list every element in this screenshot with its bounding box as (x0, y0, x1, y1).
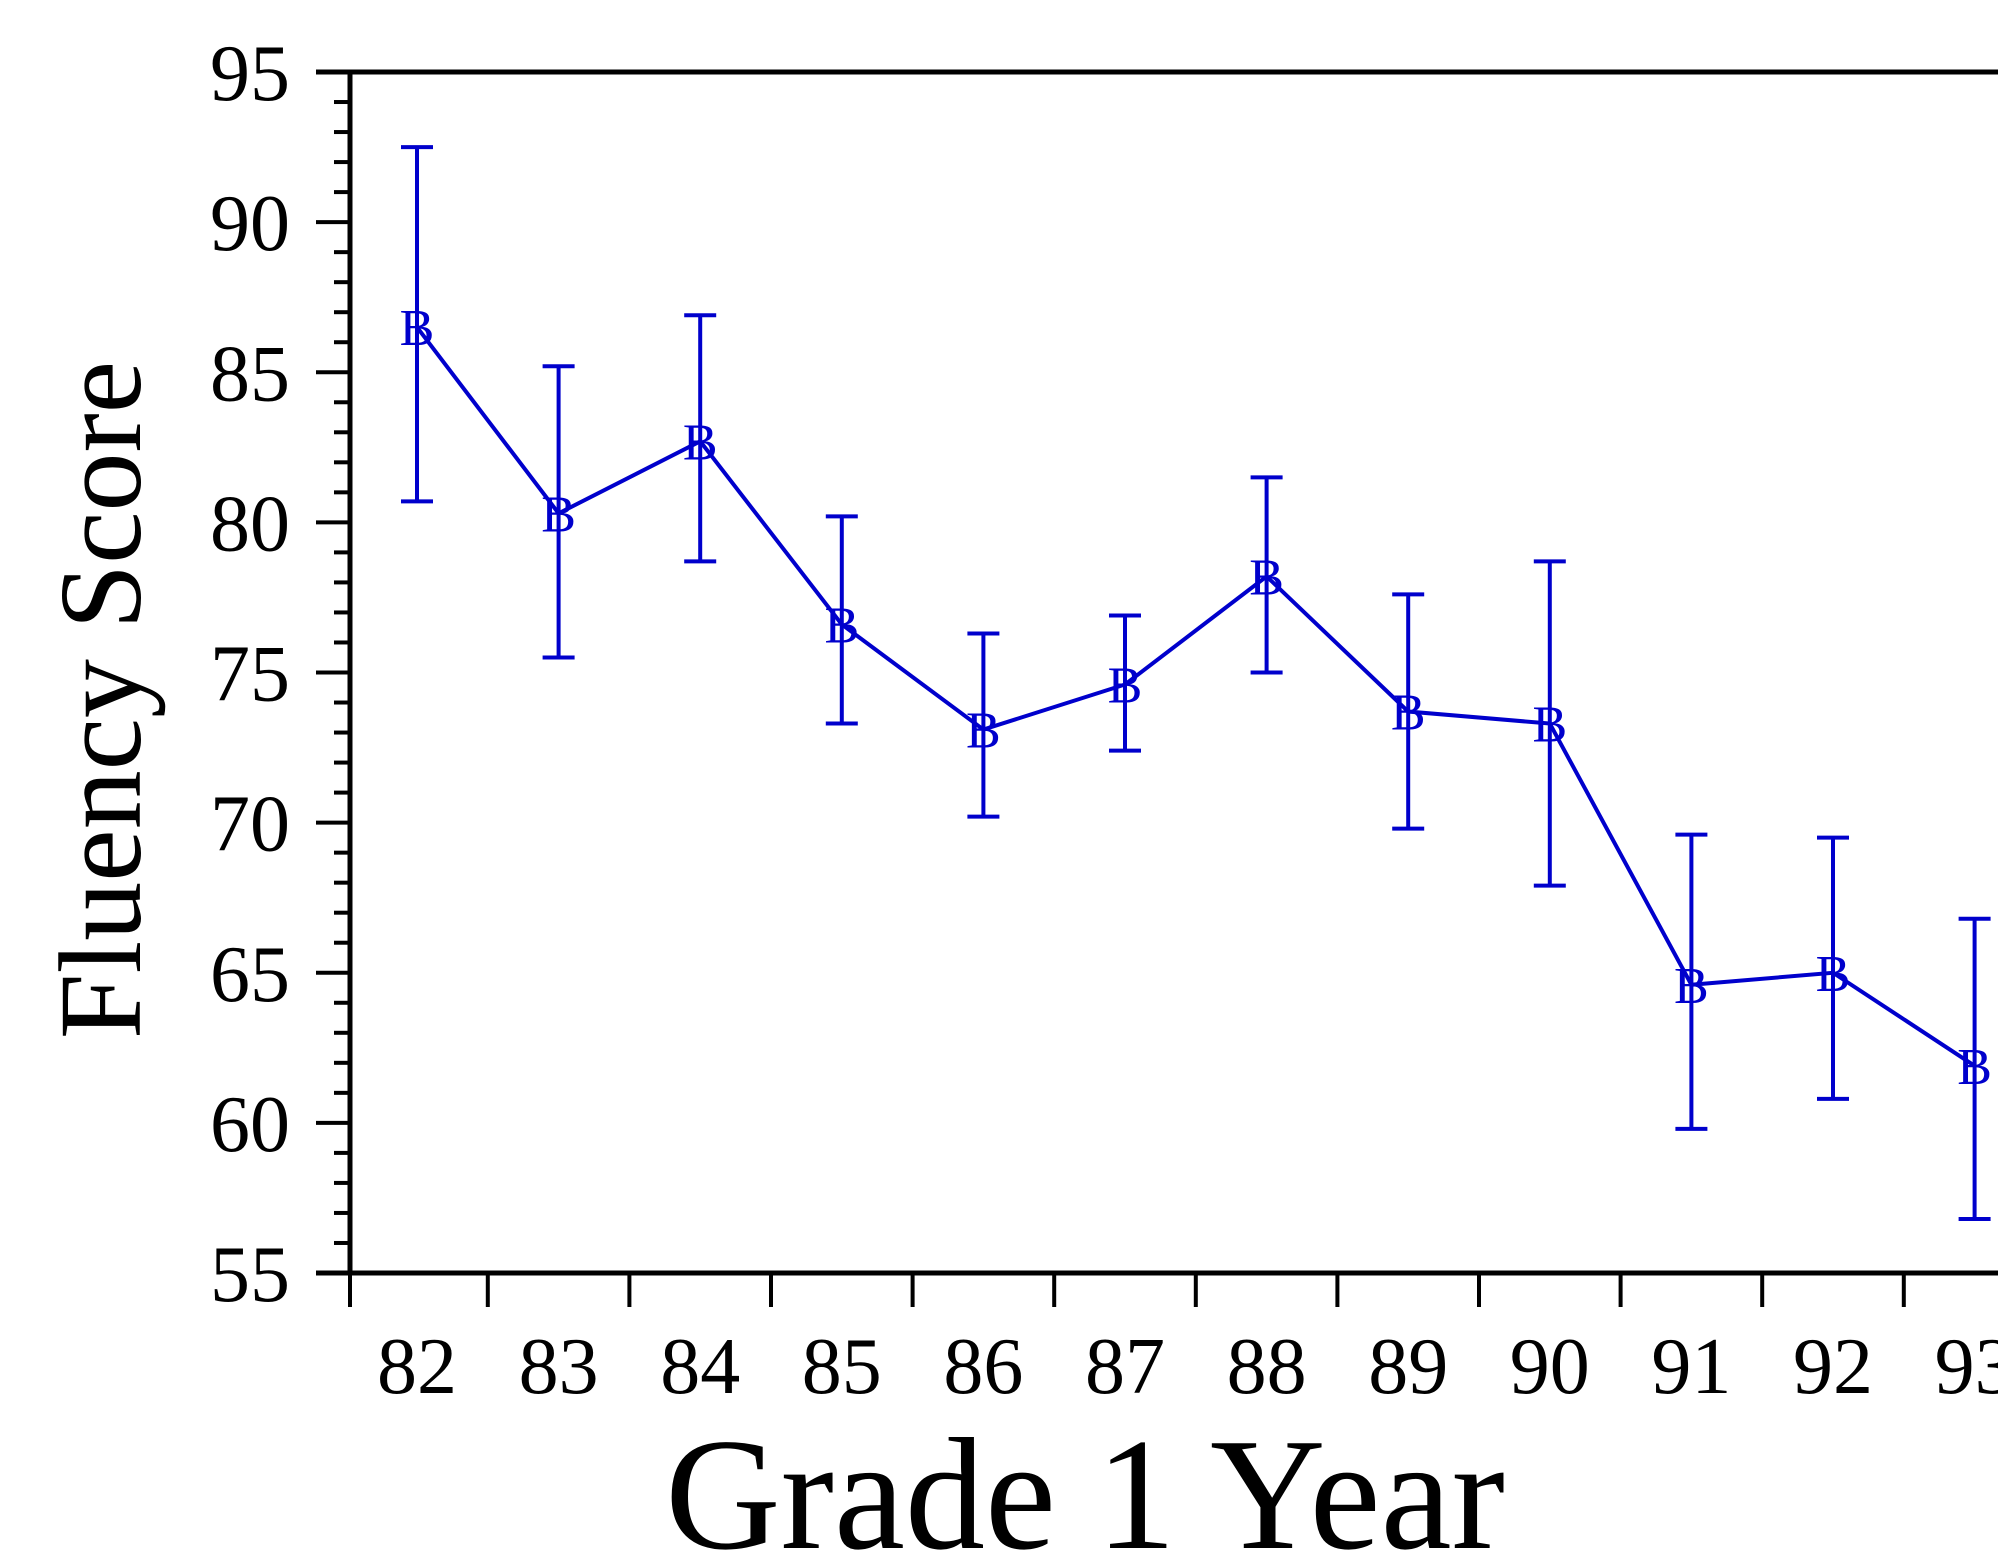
data-point-marker: B (1816, 946, 1851, 1003)
series-group: B B B B B B B B B B B B (400, 145, 1992, 1221)
x-tick-label: 85 (802, 1323, 882, 1411)
x-tick-label: 83 (519, 1323, 599, 1411)
x-tick-label: 93 (1935, 1323, 1998, 1411)
x-tick-label: 92 (1793, 1323, 1873, 1411)
data-point-marker: B (1532, 697, 1567, 754)
y-tick-label: 90 (210, 180, 290, 268)
x-tick-label: 89 (1368, 1323, 1448, 1411)
data-point-marker: B (1249, 549, 1284, 606)
data-point-marker: B (1674, 958, 1709, 1015)
data-point-marker: B (1391, 685, 1426, 742)
x-tick-label: 90 (1510, 1323, 1590, 1411)
x-tick-label: 87 (1085, 1323, 1165, 1411)
y-tick-label: 65 (210, 931, 290, 1019)
y-tick-label: 95 (210, 30, 290, 118)
data-point-marker: B (1957, 1039, 1992, 1096)
y-tick-label: 55 (210, 1231, 290, 1319)
x-tick-label: 82 (377, 1323, 457, 1411)
x-tick-label: 86 (943, 1323, 1023, 1411)
y-axis-title: Fluency Score (35, 361, 166, 1039)
series-line (415, 326, 1976, 1068)
x-tick-label: 88 (1227, 1323, 1307, 1411)
x-axis-title: Grade 1 Year (665, 1405, 1505, 1562)
y-tick-label: 85 (210, 330, 290, 418)
plot-axes (316, 69, 1998, 1276)
y-ticks: 55 60 65 70 75 80 85 90 95 (210, 30, 350, 1319)
y-tick-label: 80 (210, 480, 290, 568)
data-point-marker: B (1108, 658, 1143, 715)
y-tick-label: 60 (210, 1081, 290, 1169)
x-ticks: 82 83 84 85 86 87 88 89 90 91 92 93 (348, 1273, 1998, 1411)
y-tick-label: 75 (210, 631, 290, 719)
data-point-marker: B (683, 414, 718, 471)
data-point-marker: B (966, 703, 1001, 760)
y-tick-label: 70 (210, 781, 290, 869)
data-point-marker: B (824, 597, 859, 654)
data-point-marker: B (400, 300, 435, 357)
x-tick-label: 91 (1651, 1323, 1731, 1411)
x-tick-label: 84 (660, 1323, 740, 1411)
data-point-marker: B (541, 486, 576, 543)
